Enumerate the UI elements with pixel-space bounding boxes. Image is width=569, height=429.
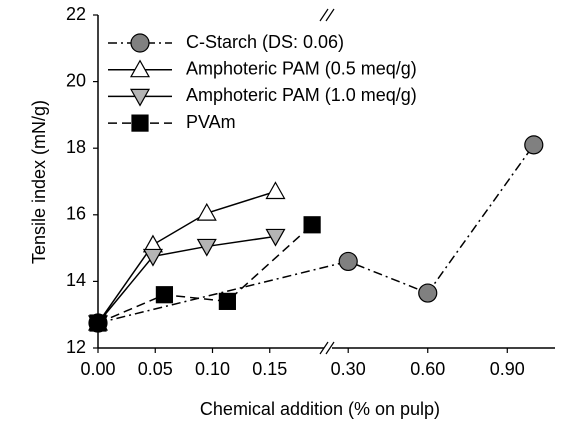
y-tick-label: 20: [66, 70, 86, 90]
marker: [524, 135, 544, 155]
series-line: [97, 235, 276, 324]
x-tick-label: 0.00: [80, 359, 115, 379]
legend-marker: [129, 59, 151, 78]
series-line: [97, 144, 535, 324]
marker: [196, 238, 217, 257]
marker: [265, 228, 286, 247]
axis-break: [325, 8, 335, 22]
x-tick-label: 0.30: [331, 359, 366, 379]
legend-marker: [129, 88, 151, 107]
marker: [196, 202, 217, 221]
axis-break: [325, 341, 335, 355]
x-tick-label: 0.05: [138, 359, 173, 379]
y-tick-label: 16: [66, 204, 86, 224]
marker: [338, 251, 358, 272]
marker: [418, 283, 438, 303]
y-tick-label: 12: [66, 337, 86, 357]
legend-marker: [131, 114, 149, 132]
x-tick-label: 0.15: [252, 359, 287, 379]
y-tick-label: 18: [66, 137, 86, 157]
x-tick-label: 0.90: [490, 359, 525, 379]
x-axis-label: Chemical addition (% on pulp): [200, 399, 440, 419]
y-axis-label: Tensile index (mN/g): [29, 100, 49, 264]
marker: [142, 248, 163, 267]
series-line: [97, 224, 313, 324]
marker: [89, 314, 107, 332]
y-tick-label: 14: [66, 270, 86, 290]
series-line: [97, 190, 276, 324]
legend-label: PVAm: [186, 112, 236, 132]
legend-label: C-Starch (DS: 0.06): [186, 32, 344, 52]
axis-break: [319, 8, 329, 22]
marker: [218, 292, 236, 310]
marker: [303, 216, 321, 234]
x-tick-label: 0.60: [410, 359, 445, 379]
y-tick-label: 22: [66, 4, 86, 24]
axis-break: [319, 341, 329, 355]
legend-marker: [130, 33, 150, 53]
marker: [155, 286, 174, 304]
marker: [265, 181, 286, 200]
x-tick-label: 0.10: [195, 359, 230, 379]
legend-label: Amphoteric PAM (0.5 meq/g): [186, 58, 417, 78]
legend-label: Amphoteric PAM (1.0 meq/g): [186, 85, 417, 105]
